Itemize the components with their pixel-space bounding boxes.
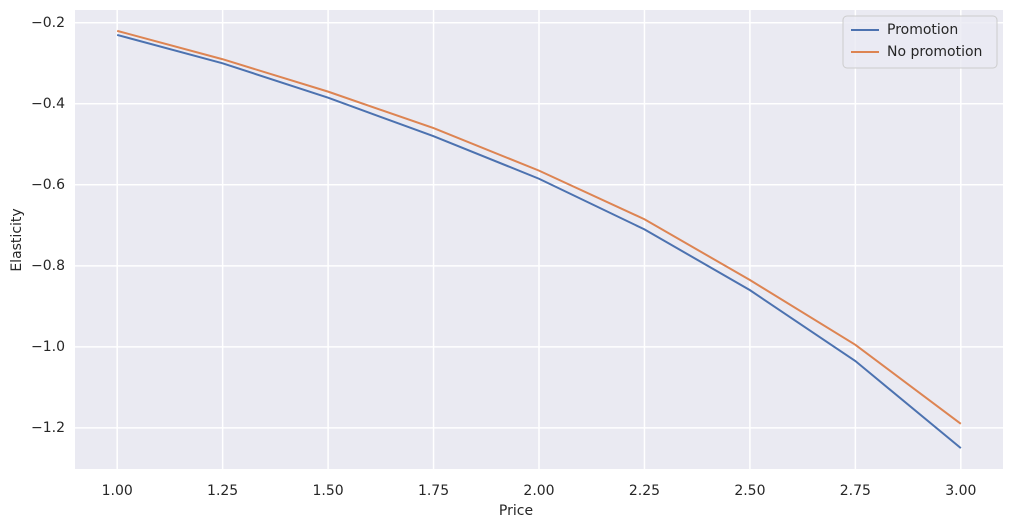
y-tick-label: −1.2 [31, 420, 65, 436]
y-tick-label: −0.2 [31, 15, 65, 31]
x-tick-label: 1.00 [102, 483, 133, 499]
x-axis-label: Price [499, 503, 533, 519]
y-axis-label: Elasticity [9, 208, 25, 271]
legend-label: No promotion [887, 44, 982, 60]
y-tick-label: −1.0 [31, 339, 65, 355]
x-tick-label: 2.50 [734, 483, 765, 499]
x-tick-label: 2.75 [840, 483, 871, 499]
x-tick-label: 2.25 [629, 483, 660, 499]
x-tick-label: 3.00 [945, 483, 976, 499]
x-tick-label: 1.25 [207, 483, 238, 499]
line [116, 33, 962, 449]
y-tick-label: −0.6 [31, 177, 65, 193]
x-tick-label: 2.00 [523, 483, 554, 499]
line [116, 29, 962, 425]
y-tick-label: −0.8 [31, 258, 65, 274]
x-tick-label: 1.75 [418, 483, 449, 499]
legend-box [842, 15, 998, 69]
x-tick-label: 1.50 [313, 483, 344, 499]
legend: Promotion No promotion [842, 15, 998, 69]
legend-label: Promotion [887, 22, 958, 38]
y-tick-label: −0.4 [31, 96, 65, 112]
grid [75, 10, 1003, 469]
